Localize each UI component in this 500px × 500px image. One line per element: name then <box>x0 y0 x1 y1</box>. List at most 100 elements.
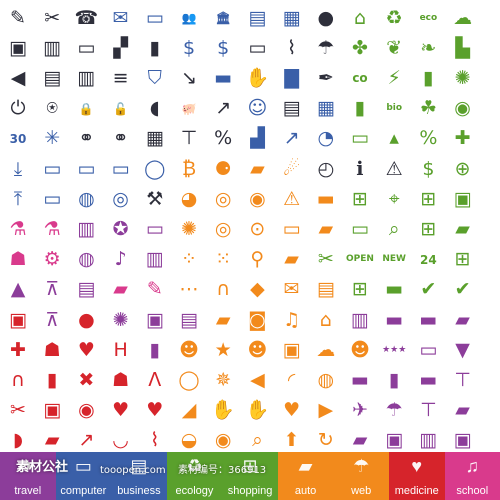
apple-glyph: ● <box>78 308 95 331</box>
doctor-glyph: ☗ <box>43 338 61 361</box>
category-computer: ▭ computer <box>55 452 112 500</box>
box-icon: ▣ <box>447 183 479 215</box>
citrus-glyph: ✺ <box>181 217 197 240</box>
download-icon: ⤓ <box>2 153 34 185</box>
tow-truck-glyph: ▰ <box>284 248 299 271</box>
signpost-icon: ⊤ <box>412 395 444 427</box>
piggy-bank-icon: 🐖 <box>173 93 205 125</box>
group-icon: ☻ <box>173 334 205 366</box>
megaphone-icon: ◀ <box>241 364 273 396</box>
pill-glyph: ◗ <box>12 429 23 452</box>
battery-car-icon: ⊙ <box>241 213 273 245</box>
people-glyph: ☻ <box>247 338 268 361</box>
ship-glyph: ▰ <box>352 429 368 452</box>
chain-icon: ⚭ <box>105 123 137 155</box>
chart-board-glyph: ↗ <box>283 127 300 150</box>
cocktail-icon: ▼ <box>447 334 479 366</box>
pen-tool-icon: ✒ <box>310 62 342 94</box>
envelope-open-icon: ✉ <box>276 274 308 306</box>
address-book-icon: ▥ <box>36 32 68 64</box>
folder-car-icon: ▭ <box>276 213 308 245</box>
bulb-icon: ✺ <box>447 62 479 94</box>
bio-text-glyph: bio <box>386 103 403 114</box>
fax-glyph: ▤ <box>282 97 301 120</box>
sale-basket-glyph: ⊞ <box>352 278 368 301</box>
mailbox-glyph: ▤ <box>316 278 335 301</box>
category-label: medicine <box>394 485 439 497</box>
car-purple-icon: ▰ <box>447 304 479 336</box>
vinyl-icon: ◎ <box>105 183 137 215</box>
bank-icon: 🏛 <box>207 2 239 34</box>
chat-bubbles-icon: ◯ <box>139 153 171 185</box>
box-glyph: ▣ <box>453 187 472 210</box>
palm-glyph: ☂ <box>385 399 403 422</box>
film-reel-icon: ▣ <box>276 334 308 366</box>
link-glyph: ⚭ <box>78 127 95 150</box>
wrench-glyph: ⚒ <box>146 187 164 210</box>
bio-text-icon: bio <box>378 93 410 125</box>
percent-glyph: % <box>214 127 233 150</box>
lock-icon: 🔒 <box>70 93 102 125</box>
printer-glyph: ▤ <box>43 66 62 89</box>
router-icon: ⍟ <box>36 93 68 125</box>
router-glyph: ⍟ <box>46 97 58 120</box>
ambulance-icon: ▰ <box>36 425 68 457</box>
road-sign-icon: ⊤ <box>447 364 479 396</box>
globe-web-glyph: ◍ <box>317 368 335 391</box>
people-orange-glyph: ☻ <box>350 338 370 361</box>
vinyl-glyph: ◎ <box>112 187 129 210</box>
ticket-badge-glyph: ▭ <box>145 217 164 240</box>
runner-glyph: ☄ <box>283 157 301 180</box>
percent-tag-icon: % <box>412 123 444 155</box>
seeds-glyph: ⁘ <box>181 248 197 271</box>
watermark-id-text: 素材编号：366913 <box>178 465 267 476</box>
music-icon: ♪ <box>105 244 137 276</box>
folder-glyph: ▭ <box>145 6 164 29</box>
address-book-glyph: ▥ <box>43 36 62 59</box>
tools-icon: ✂ <box>36 2 68 34</box>
first-aid-kit-glyph: ✚ <box>10 338 26 361</box>
speaker-icon: ▣ <box>2 32 34 64</box>
gear-brain-icon: ⚙ <box>36 244 68 276</box>
phone-book-glyph: ▮ <box>149 338 161 361</box>
palette-glyph: ◆ <box>250 278 265 301</box>
business-category-icon: ▤ <box>130 456 148 476</box>
solar-panel-glyph: ▦ <box>316 97 335 120</box>
bandage-cross-glyph: ✖ <box>78 368 95 391</box>
car-side-glyph: ▰ <box>455 399 470 422</box>
envelope-open-glyph: ✉ <box>283 278 300 301</box>
heart-hand2-glyph: ♥ <box>146 399 164 422</box>
house-orange-glyph: ⌂ <box>319 308 332 331</box>
plane-glyph: ✈ <box>352 399 368 422</box>
auto-category-icon: ▰ <box>298 456 313 476</box>
mouse-icon: ◖ <box>139 93 171 125</box>
pie-chart-icon: ◔ <box>310 123 342 155</box>
microscope-glyph: ⚗ <box>9 217 27 240</box>
person-icon: ☺ <box>241 93 273 125</box>
footprint-glyph: ☘ <box>419 97 437 120</box>
road-icon: ⚠ <box>276 183 308 215</box>
bus-glyph: ▣ <box>9 308 27 331</box>
pen-glyph: ✎ <box>10 6 26 29</box>
thumbs-down-glyph: ✋ <box>245 399 270 422</box>
car-icon: ▰ <box>241 153 273 185</box>
tag-sale-icon: ▬ <box>378 274 410 306</box>
bitcoin-glyph: ₿ <box>181 157 197 180</box>
category-label: web <box>351 485 372 497</box>
eco-text-glyph: eco <box>419 12 438 23</box>
camcorder-icon: ▰ <box>207 304 239 336</box>
hierarchy-glyph: ⊤ <box>180 127 198 150</box>
co2-text-glyph: co <box>352 71 368 86</box>
trolley-glyph: ⊞ <box>420 217 437 240</box>
people-orange-icon: ☻ <box>344 334 376 366</box>
graduation-glyph: ▲ <box>10 278 26 301</box>
globe-leaf-icon: ◉ <box>447 93 479 125</box>
suitcase-icon: ▬ <box>344 364 376 396</box>
folder-icon: ▭ <box>139 2 171 34</box>
chat-icon: ▭ <box>70 153 102 185</box>
mail-glyph: ✉ <box>112 6 129 29</box>
cart-add-glyph: ⊕ <box>454 157 471 180</box>
music-note-glyph: ♫ <box>283 308 301 331</box>
line-chart-icon: ↗ <box>207 93 239 125</box>
thumbs-up-glyph: ✋ <box>211 399 236 422</box>
